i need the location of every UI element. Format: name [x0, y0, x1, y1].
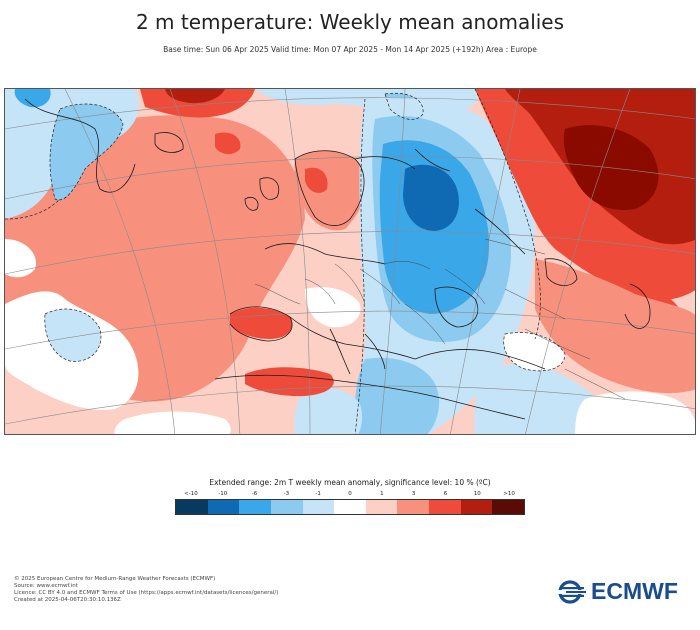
legend-swatch: [270, 500, 303, 514]
legend-tick-label: -1: [315, 491, 321, 497]
turkey-neutral: [503, 332, 565, 371]
legend-tick-label: -3: [283, 491, 290, 497]
anomaly-map: [4, 88, 696, 435]
legend-tick-label: >10: [503, 491, 515, 497]
med-cold-south: [294, 387, 363, 434]
legend-swatch: [429, 500, 461, 514]
graticule: [5, 89, 695, 434]
legend-tick-label: 0: [348, 491, 352, 497]
legend-tick-label: -6: [251, 491, 258, 497]
south-atlantic-neutral: [114, 411, 231, 434]
footer-licence: Licence: CC BY 4.0 and ECMWF Terms of Us…: [14, 590, 279, 596]
footer-credits: © 2025 European Centre for Medium-Range …: [14, 576, 278, 604]
page-subtitle: Base time: Sun 06 Apr 2025 Valid time: M…: [163, 45, 537, 54]
legend-colorbar: [175, 499, 525, 515]
ecmwf-logo-icon: [556, 579, 588, 604]
west-neutral-edge: [5, 239, 36, 278]
svalbard-warm-patch: [215, 132, 241, 155]
legend-swatch: [176, 500, 208, 514]
page-title: 2 m temperature: Weekly mean anomalies: [135, 10, 565, 34]
legend-ticks: <-10 -10 -6 -3 -1 0 1 3 6 10 >10: [175, 491, 525, 499]
iberia-warm: [230, 307, 293, 339]
legend-swatch: [397, 500, 430, 514]
country-borders: [254, 238, 626, 400]
legend-tick-label: -10: [218, 491, 228, 497]
greenland-cold-ne: [14, 89, 51, 108]
legend-tick-label: 3: [411, 491, 416, 497]
legend-swatch: [207, 500, 240, 514]
iceland-area-warm: [140, 89, 255, 118]
mid-atlantic-cold: [44, 309, 101, 362]
footer-copyright: © 2025 European Centre for Medium-Range …: [14, 576, 216, 582]
legend-swatch: [460, 500, 493, 514]
russia-warm-core: [563, 125, 659, 210]
greenland-cold-core: [50, 104, 123, 200]
legend-swatch: [334, 500, 366, 514]
legend-tick-label: 1: [380, 491, 384, 497]
ecmwf-logo: ECMWF: [556, 578, 678, 605]
legend-swatch: [302, 500, 335, 514]
footer-source: Source: www.ecmwf.int: [14, 583, 78, 589]
med-cold-band: [354, 357, 440, 434]
legend-swatch: [365, 500, 398, 514]
map-canvas: [5, 89, 695, 434]
footer-created: Created at 2025-04-06T20:30:10.136Z: [14, 597, 121, 603]
east-neutral-strip: [575, 391, 695, 434]
ecmwf-logo-text: ECMWF: [591, 578, 678, 604]
legend-tick-label: 10: [473, 491, 481, 497]
coastlines: [24, 98, 651, 420]
north-africa-warm: [245, 367, 334, 397]
legend-tick-label: 6: [443, 491, 448, 497]
legend-tick-label: <-10: [184, 491, 198, 497]
norway-warm-core: [305, 167, 328, 193]
legend-swatch: [492, 500, 525, 514]
eastern-europe-cold-core: [403, 164, 459, 231]
significance-contours: [5, 89, 566, 434]
southeast-mild-warm: [535, 259, 695, 394]
iceland-strong-warm: [165, 89, 225, 104]
balkans-neutral: [305, 287, 361, 328]
legend-title: Extended range: 2m T weekly mean anomaly…: [209, 478, 491, 487]
legend-swatch: [239, 500, 271, 514]
